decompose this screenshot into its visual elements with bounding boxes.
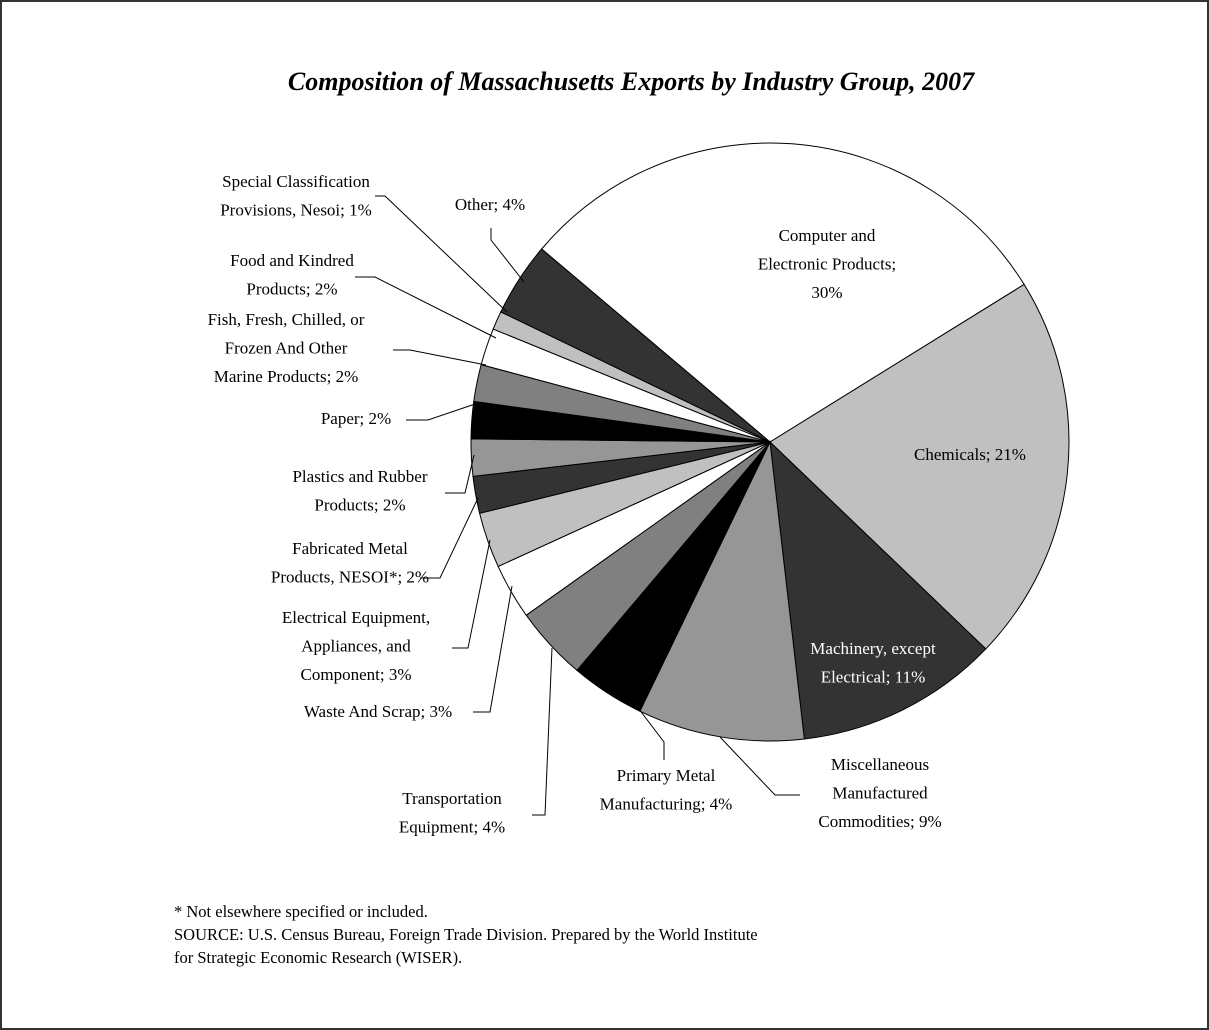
slice-label: Electrical Equipment, (282, 608, 430, 627)
slice-label: Transportation (402, 789, 502, 808)
slice-label: Marine Products; 2% (214, 367, 358, 386)
slice-label: Fabricated Metal (292, 539, 408, 558)
slice-label: Miscellaneous (831, 755, 929, 774)
leader-line (473, 585, 513, 713)
leader-line (490, 228, 525, 283)
pie-slice (500, 248, 771, 443)
slice-label: Computer and (779, 226, 876, 245)
leader-line (355, 276, 497, 339)
pie-slice (769, 283, 1070, 650)
slice-label: Food and Kindred (230, 251, 354, 270)
slice-label: Manufactured (832, 783, 928, 802)
slice-label: Chemicals; 21% (914, 445, 1026, 464)
pie-slice (769, 440, 987, 740)
slice-label: Component; 3% (301, 665, 412, 684)
slice-label: Electrical; 11% (821, 667, 926, 686)
slice-label: Products, NESOI*; 2% (271, 567, 429, 586)
leader-line (420, 497, 479, 579)
pie-slice (639, 440, 805, 742)
leader-line (719, 736, 800, 796)
slice-label: Appliances, and (301, 636, 411, 655)
slice-label: 30% (811, 283, 842, 302)
leader-line (532, 647, 553, 816)
leader-line (452, 539, 491, 649)
leader-line (393, 349, 487, 366)
slice-label: Primary Metal (617, 766, 716, 785)
slice-label: Products; 2% (314, 495, 405, 514)
slice-label: Electronic Products; (758, 254, 896, 273)
pie-slice (540, 142, 1025, 443)
slice-label: Paper; 2% (321, 409, 391, 428)
footnote: * Not elsewhere specified or included. (174, 902, 428, 921)
slice-label: Equipment; 4% (399, 817, 505, 836)
leader-line (406, 402, 479, 421)
slice-label: Manufacturing; 4% (600, 794, 733, 813)
slice-label: Products; 2% (246, 279, 337, 298)
slice-label: Other; 4% (455, 195, 525, 214)
chart-title: Composition of Massachusetts Exports by … (288, 67, 975, 96)
leader-line (445, 454, 475, 494)
leader-line (375, 195, 508, 313)
slice-label: Waste And Scrap; 3% (304, 702, 452, 721)
slice-label: Special Classification (222, 172, 370, 191)
slice-label: Plastics and Rubber (292, 467, 427, 486)
footnote: SOURCE: U.S. Census Bureau, Foreign Trad… (174, 925, 758, 944)
footnote: for Strategic Economic Research (WISER). (174, 948, 462, 967)
slice-label: Machinery, except (810, 639, 936, 658)
slice-label: Frozen And Other (225, 338, 348, 357)
slice-label: Fish, Fresh, Chilled, or (208, 310, 365, 329)
leader-line (631, 699, 665, 760)
slice-label: Commodities; 9% (818, 812, 941, 831)
slice-label: Provisions, Nesoi; 1% (220, 200, 372, 219)
